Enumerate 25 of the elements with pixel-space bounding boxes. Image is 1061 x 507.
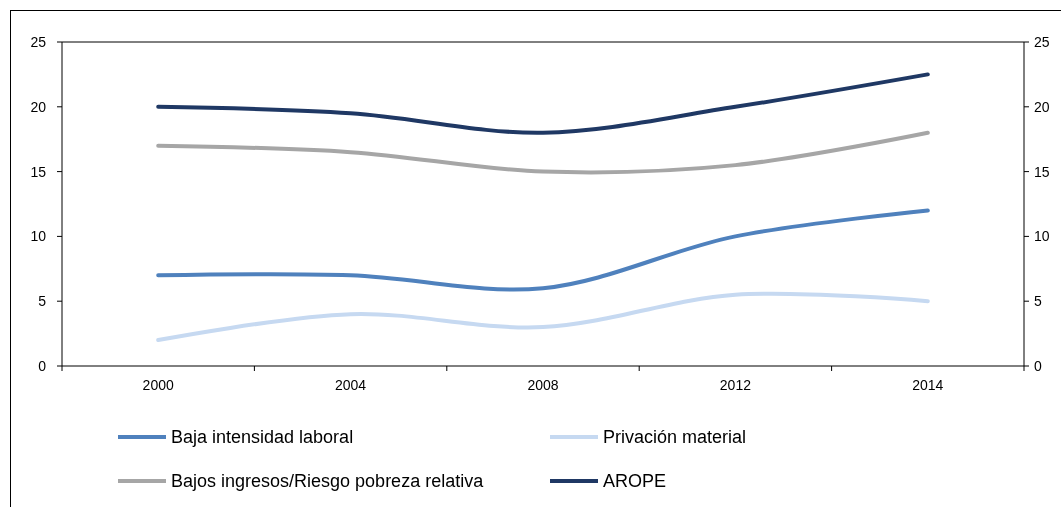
y-tick-label: 15: [30, 163, 47, 180]
y2-tick-label: 25: [1034, 33, 1050, 50]
line-series: [156, 72, 930, 135]
legend-label: AROPE: [603, 471, 667, 492]
x-tick-label: 2008: [527, 377, 559, 393]
y2-tick-label: 20: [1034, 98, 1050, 115]
line-series: [156, 130, 930, 175]
y-tick-label: 10: [30, 228, 47, 245]
x-tick-label: 2012: [719, 377, 752, 393]
y-tick-label: 25: [30, 33, 47, 50]
y2-tick-label: 0: [1034, 357, 1042, 374]
y-tick-label: 5: [38, 293, 47, 310]
x-tick-label: 2014: [912, 377, 944, 393]
y2-tick-label: 15: [1034, 163, 1050, 180]
line-series: [156, 291, 930, 343]
y-tick-label: 20: [30, 98, 47, 115]
x-tick-label: 2000: [142, 377, 174, 393]
legend-label: Privación material: [603, 427, 747, 448]
x-tick-label: 2004: [335, 377, 367, 393]
y2-tick-label: 5: [1034, 293, 1042, 310]
y-tick-label: 0: [38, 357, 47, 374]
line-series: [156, 208, 930, 292]
y2-tick-label: 10: [1034, 228, 1050, 245]
legend-label: Baja intensidad laboral: [171, 427, 354, 448]
legend-label: Bajos ingresos/Riesgo pobreza relativa: [171, 471, 485, 492]
